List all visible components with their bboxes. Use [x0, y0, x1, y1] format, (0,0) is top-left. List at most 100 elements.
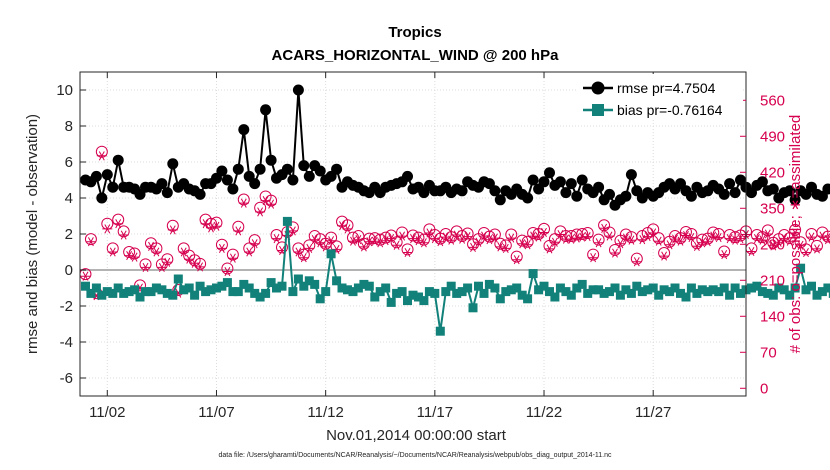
rmse-point: [489, 185, 501, 197]
obs-assimilated-point: [255, 207, 266, 217]
obs-possible-point: [679, 225, 692, 238]
obs-assimilated-point: [610, 248, 620, 258]
rmse-point: [287, 174, 299, 186]
bias-point: [823, 283, 830, 293]
obs-possible-point: [630, 252, 643, 265]
obs-possible-point: [718, 245, 731, 258]
bias-point: [768, 290, 778, 300]
bias-series: [81, 216, 830, 336]
rmse-point: [254, 163, 266, 175]
obs-assimilated-point: [435, 237, 446, 247]
y-right-tick-label: 420: [760, 164, 785, 181]
obs-assimilated-point: [358, 242, 369, 252]
rmse-point: [756, 176, 768, 188]
bias-point: [506, 285, 516, 295]
rmse-point: [625, 169, 637, 181]
obs-possible-point: [581, 226, 594, 239]
obs-assimilated-point: [102, 224, 113, 234]
rmse-point: [718, 188, 730, 200]
bias-point: [201, 287, 211, 297]
rmse-point: [827, 184, 830, 194]
obs-possible-point: [407, 229, 419, 242]
obs-assimilated-point: [206, 223, 216, 233]
obs-assimilated-point: [495, 242, 506, 252]
bias-point: [566, 290, 576, 300]
obs-assimilated-point: [784, 236, 795, 246]
obs-assimilated-point: [369, 236, 380, 246]
rmse-point: [227, 183, 239, 195]
obs-possible-point: [297, 248, 310, 261]
obs-assimilated-point: [801, 247, 811, 258]
obs-possible-point: [608, 243, 621, 256]
rmse-point: [303, 170, 315, 182]
bias-point: [670, 283, 680, 293]
rmse-point: [554, 176, 566, 188]
chart-title: Tropics: [388, 24, 441, 41]
obs-assimilated-point: [342, 224, 353, 234]
x-tick-label: 11/02: [89, 404, 125, 421]
bias-point: [676, 288, 685, 298]
bias-point: [686, 283, 696, 293]
bias-point: [615, 290, 625, 300]
obs-assimilated-point: [686, 233, 697, 243]
obs-assimilated-point: [424, 228, 435, 238]
rmse-point: [194, 188, 206, 200]
bias-point: [812, 290, 822, 300]
obs-possible-point: [461, 227, 474, 240]
bias-point: [141, 287, 150, 297]
obs-assimilated-point: [549, 237, 560, 247]
bias-point: [348, 287, 358, 297]
bias-point: [659, 285, 669, 295]
obs-assimilated-point: [129, 252, 140, 262]
obs-possible-point: [210, 216, 223, 229]
bias-point: [337, 283, 347, 293]
obs-assimilated-point: [719, 249, 730, 260]
obs-assimilated-point: [593, 238, 604, 248]
bias-point: [419, 296, 429, 306]
bias-point: [626, 288, 636, 298]
bias-point: [752, 281, 762, 291]
bias-point: [495, 294, 505, 304]
obs-assimilated-point: [506, 233, 517, 243]
bias-point: [594, 285, 604, 295]
rmse-point: [107, 181, 119, 193]
legend-box: [578, 74, 743, 120]
bias-point: [807, 281, 816, 291]
obs-possible-point: [346, 231, 359, 244]
obs-possible-point: [494, 237, 507, 250]
bias-point: [212, 283, 221, 293]
bias-point: [490, 283, 500, 293]
obs-possible-point: [669, 230, 682, 243]
obs-possible-point: [538, 222, 551, 235]
bias-point: [654, 290, 664, 300]
obs-possible-point: [270, 229, 283, 242]
bias-point: [801, 285, 811, 295]
obs-assimilated-point: [751, 234, 762, 244]
bias-point: [239, 279, 249, 289]
obs-assimilated-point: [402, 247, 413, 258]
rmse-point: [216, 165, 228, 177]
bias-point: [643, 285, 653, 295]
y-right-tick-label: 140: [760, 308, 785, 325]
y-right-tick-label: 490: [760, 128, 785, 145]
rmse-point: [167, 158, 179, 170]
rmse-point: [260, 104, 272, 116]
obs-assimilated-point: [178, 247, 189, 257]
obs-possible-point: [243, 242, 256, 255]
y-axis-right: 0 70 140 210 280 350 420 490 560: [740, 92, 785, 397]
bias-point: [173, 274, 183, 284]
obs-assimilated-point: [418, 238, 429, 248]
obs-assimilated-point: [730, 235, 741, 245]
obs-possible-point: [123, 246, 136, 258]
obs-assimilated-point: [462, 231, 473, 242]
bias-point: [479, 288, 489, 298]
y-right-tick-label: 280: [760, 236, 785, 253]
bias-point: [588, 285, 598, 295]
obs-assimilated-point: [670, 234, 680, 244]
bias-point: [605, 287, 614, 297]
bias-point: [195, 281, 205, 291]
obs-assimilated-point: [293, 247, 304, 257]
obs-possible-point: [401, 243, 414, 256]
bias-point: [828, 288, 830, 298]
bias-point: [353, 283, 363, 293]
